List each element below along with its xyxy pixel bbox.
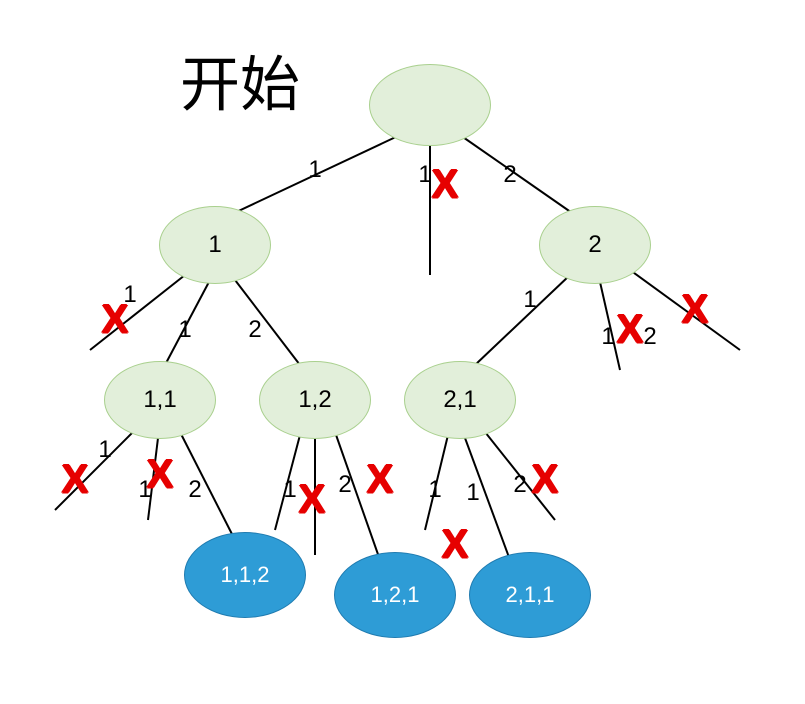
node-n1: 1 xyxy=(159,206,271,284)
edge-label: 2 xyxy=(513,471,526,499)
node-n112: 1,1,2 xyxy=(184,532,306,618)
x-mark-icon: X xyxy=(102,298,129,343)
tree-diagram: 121,11,22,11,1,21,2,12,1,1 1121121121121… xyxy=(0,0,805,704)
edge-label: 1 xyxy=(428,476,441,504)
edge-label: 2 xyxy=(248,316,261,344)
edge-label: 1 xyxy=(523,286,536,314)
node-label: 1,2,1 xyxy=(371,582,420,608)
edge xyxy=(460,135,575,215)
node-n12: 1,2 xyxy=(259,361,371,439)
x-mark-icon: X xyxy=(62,458,89,503)
edge-label: 2 xyxy=(503,161,516,189)
node-n211: 2,1,1 xyxy=(469,552,591,638)
node-label: 2,1 xyxy=(443,386,476,414)
edge-label: 1 xyxy=(98,436,111,464)
edge-label: 1 xyxy=(178,316,191,344)
edge-label: 1 xyxy=(283,476,296,504)
node-root xyxy=(369,64,491,146)
x-mark-icon: X xyxy=(432,163,459,208)
edge-label: 1 xyxy=(601,323,614,351)
node-label: 1,2 xyxy=(298,386,331,414)
node-label: 1,1,2 xyxy=(221,562,270,588)
x-mark-icon: X xyxy=(299,478,326,523)
x-mark-icon: X xyxy=(442,523,469,568)
node-n121: 1,2,1 xyxy=(334,552,456,638)
title: 开始 xyxy=(180,37,300,124)
edge-label: 2 xyxy=(188,476,201,504)
x-mark-icon: X xyxy=(147,453,174,498)
x-mark-icon: X xyxy=(532,458,559,503)
node-n11: 1,1 xyxy=(104,361,216,439)
x-mark-icon: X xyxy=(367,458,394,503)
node-n2: 2 xyxy=(539,206,651,284)
x-mark-icon: X xyxy=(617,308,644,353)
node-n21: 2,1 xyxy=(404,361,516,439)
x-mark-icon: X xyxy=(682,288,709,333)
node-label: 1 xyxy=(208,231,221,259)
edge-label: 1 xyxy=(308,156,321,184)
node-label: 2,1,1 xyxy=(506,582,555,608)
node-label: 1,1 xyxy=(143,386,176,414)
edge-label: 2 xyxy=(338,471,351,499)
edge-label: 2 xyxy=(643,323,656,351)
node-label: 2 xyxy=(588,231,601,259)
edge-label: 1 xyxy=(418,161,431,189)
edge-label: 1 xyxy=(466,479,479,507)
edge xyxy=(235,280,300,365)
